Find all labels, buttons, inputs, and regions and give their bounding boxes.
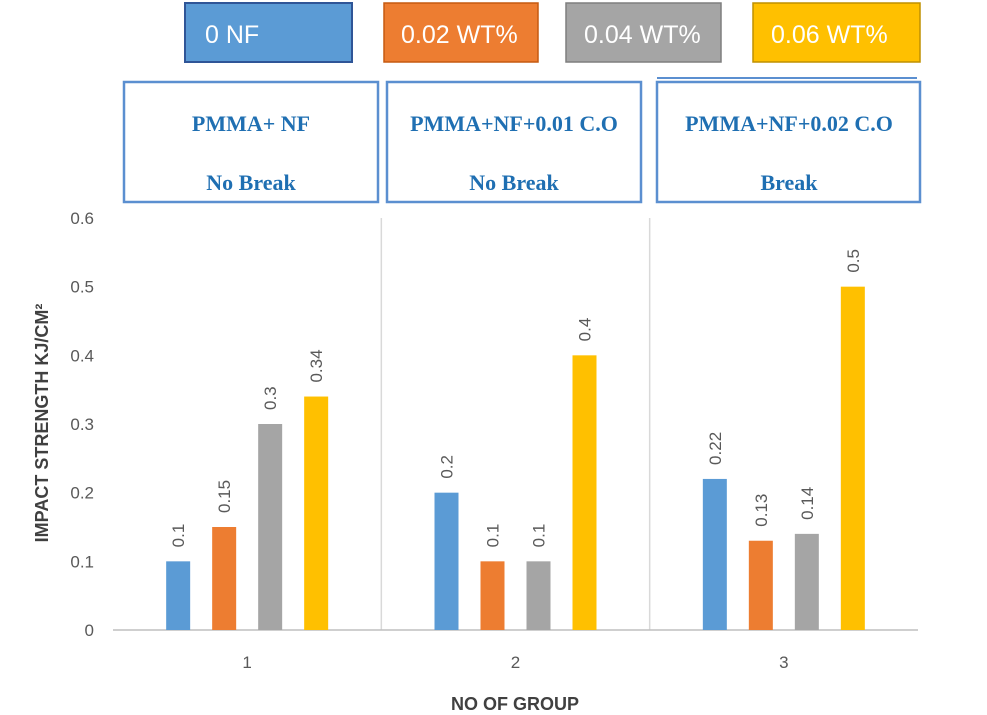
- x-tick-label: 2: [511, 653, 520, 672]
- data-label: 0.1: [484, 524, 503, 548]
- y-tick-label: 0.1: [70, 552, 94, 571]
- data-label: 0.4: [576, 318, 595, 342]
- group-box-1: PMMA+ NF No Break: [122, 80, 380, 204]
- data-label: 0.1: [169, 524, 188, 548]
- bar: [748, 540, 773, 630]
- data-label: 0.34: [307, 349, 326, 382]
- group-box-2-title: PMMA+NF+0.01 C.O: [410, 111, 618, 136]
- bar: [166, 561, 191, 630]
- group-box-1-frame: [122, 80, 380, 204]
- y-tick-label: 0: [85, 621, 94, 640]
- legend-item-006: 0.06 WT%: [752, 2, 921, 63]
- y-tick-label: 0.6: [70, 209, 94, 228]
- bar: [526, 561, 551, 630]
- group-box-3-title: PMMA+NF+0.02 C.O: [685, 111, 893, 136]
- legend-label-006: 0.06 WT%: [771, 21, 888, 49]
- bar: [304, 396, 329, 630]
- data-label: 0.14: [798, 487, 817, 520]
- legend-swatch-004: [565, 2, 722, 63]
- group-box-2: PMMA+NF+0.01 C.O No Break: [385, 80, 643, 204]
- data-label: 0.3: [261, 386, 280, 410]
- y-axis-title: IMPACT STRENGTH KJ/CM²: [32, 304, 52, 543]
- x-tick-label: 1: [242, 653, 251, 672]
- data-label: 0.5: [844, 249, 863, 273]
- bar: [480, 561, 505, 630]
- bar: [212, 527, 237, 630]
- group-box-3: PMMA+NF+0.02 C.O Break: [655, 77, 922, 204]
- y-tick-label: 0.2: [70, 484, 94, 503]
- legend-label-004: 0.04 WT%: [584, 21, 701, 49]
- legend-item-0nf: 0 NF: [184, 2, 353, 63]
- legend: 0 NF 0.02 WT% 0.04 WT% 0.06 WT%: [184, 2, 921, 63]
- group-box-1-title: PMMA+ NF: [192, 111, 310, 136]
- bar: [794, 533, 819, 630]
- group-box-3-frame: [655, 80, 922, 204]
- group-box-3-status: Break: [760, 170, 818, 195]
- y-tick-label: 0.4: [70, 346, 94, 365]
- plot-area: 0 0.1 0.2 0.3 0.4 0.5 0.6 1 2 3 0.1 0.2 0.22 0.15 0.1 0…: [70, 209, 918, 672]
- bar: [702, 478, 727, 630]
- group-box-1-status: No Break: [206, 170, 296, 195]
- y-tick-label: 0.5: [70, 278, 94, 297]
- bar: [572, 355, 597, 630]
- group-box-2-status: No Break: [469, 170, 559, 195]
- data-label: 0.1: [530, 524, 549, 548]
- bar: [840, 286, 865, 630]
- data-label: 0.15: [215, 480, 234, 513]
- legend-swatch-0nf: [184, 2, 353, 63]
- legend-label-002: 0.02 WT%: [401, 21, 518, 49]
- legend-swatch-006: [752, 2, 921, 63]
- legend-label-0nf: 0 NF: [205, 21, 259, 49]
- legend-item-004: 0.04 WT%: [565, 2, 722, 63]
- bar: [258, 424, 283, 630]
- bar: [434, 492, 459, 630]
- group-box-2-frame: [385, 80, 643, 204]
- data-label: 0.2: [438, 455, 457, 479]
- data-label: 0.13: [752, 494, 771, 527]
- legend-swatch-002: [383, 2, 539, 63]
- data-label: 0.22: [706, 432, 725, 465]
- x-tick-label: 3: [779, 653, 788, 672]
- x-axis-title: NO OF GROUP: [451, 694, 579, 714]
- legend-item-002: 0.02 WT%: [383, 2, 539, 63]
- y-tick-label: 0.3: [70, 415, 94, 434]
